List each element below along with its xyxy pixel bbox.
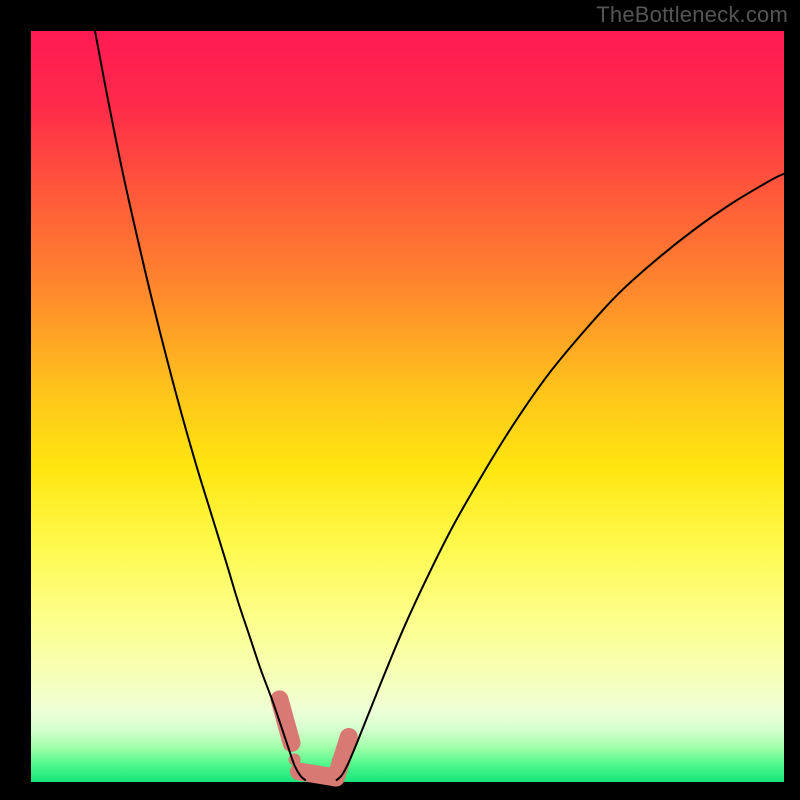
bottleneck-chart [0, 0, 800, 800]
watermark-text: TheBottleneck.com [596, 2, 788, 28]
chart-stage: TheBottleneck.com [0, 0, 800, 800]
plot-background [31, 31, 784, 782]
